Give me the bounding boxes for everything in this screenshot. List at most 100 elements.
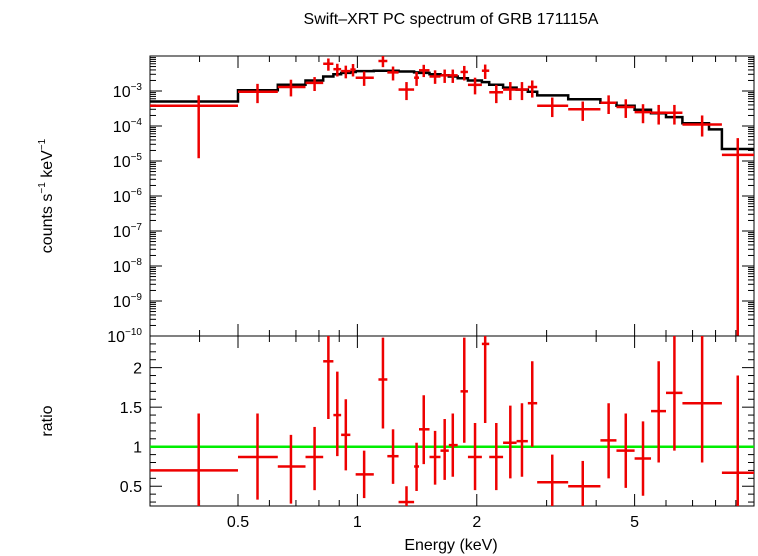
y-tick-label: 10−8 <box>113 257 143 276</box>
ratio-point <box>651 361 667 463</box>
ratio-point <box>616 413 635 488</box>
bottom-panel-frame <box>149 335 755 507</box>
ratio-point <box>527 361 538 447</box>
data-point <box>150 95 238 159</box>
chart-title: Swift–XRT PC spectrum of GRB 171115A <box>304 11 599 28</box>
y-tick-base: 10 <box>113 189 131 206</box>
y-tick-base: 10 <box>113 224 131 241</box>
bottom-panel: 0.5 1 1.5 2 ratio <box>39 335 755 507</box>
data-point <box>537 97 569 118</box>
ratio-point <box>355 450 374 499</box>
x-tick-label: 2 <box>472 514 481 531</box>
data-point <box>378 56 388 68</box>
y-tick-exponent: −7 <box>131 222 143 233</box>
top-y-tick-labels: 10−310−410−510−610−710−810−910−10 <box>107 82 142 346</box>
y-tick-base: 10 <box>107 329 125 346</box>
ratio-point <box>378 337 388 429</box>
data-point <box>414 71 419 86</box>
y-tick-exponent: −8 <box>131 257 143 268</box>
data-point <box>350 64 356 77</box>
data-point <box>467 77 482 95</box>
x-axis-label: Energy (keV) <box>404 537 497 554</box>
top-panel: 10−310−410−510−610−710−810−910−10 counts… <box>37 55 755 346</box>
ratio-point <box>460 337 468 443</box>
ratio-point <box>721 375 754 506</box>
ratio-point <box>666 336 683 451</box>
ratio-point <box>440 419 449 480</box>
y-tick-label: 1.5 <box>120 400 142 417</box>
ratio-point <box>333 371 342 457</box>
x-tick-labels: 0.5 1 2 5 <box>227 514 639 531</box>
bottom-y-tick-labels: 0.5 1 1.5 2 <box>120 361 142 497</box>
y-tick-exponent: −4 <box>131 117 143 128</box>
ratio-point <box>448 413 458 477</box>
ratio-point <box>387 429 399 484</box>
ratio-point <box>150 413 238 506</box>
data-point <box>651 104 667 125</box>
ratio-point <box>305 426 324 491</box>
data-point <box>237 83 278 104</box>
data-point <box>418 64 430 78</box>
y-tick-label: 10−10 <box>107 327 142 346</box>
data-point <box>516 82 528 101</box>
y-tick-label: 10−3 <box>113 82 143 101</box>
ratio-point <box>503 405 517 479</box>
ratio-point <box>516 403 528 477</box>
data-point <box>666 104 683 125</box>
data-point <box>398 82 415 101</box>
y-tick-base: 10 <box>113 294 131 311</box>
ratio-point <box>568 460 601 506</box>
y-tick-label: 1 <box>133 440 142 457</box>
y-tick-base: 10 <box>113 154 131 171</box>
ratio-point <box>429 430 441 485</box>
ratio-point <box>418 395 430 465</box>
ratio-point <box>398 486 415 506</box>
y-tick-label: 10−5 <box>113 152 143 171</box>
data-point <box>277 79 306 97</box>
data-point <box>355 71 374 86</box>
data-point <box>341 65 351 79</box>
ratio-point <box>600 403 617 479</box>
y-tick-exponent: −10 <box>125 327 142 338</box>
data-point <box>600 95 617 115</box>
data-point <box>527 80 538 98</box>
ratio-point <box>481 336 490 423</box>
y-tick-label: 10−4 <box>113 117 143 136</box>
y-tick-exponent: −3 <box>131 82 143 93</box>
data-point <box>323 58 334 71</box>
top-panel-frame <box>149 55 755 337</box>
data-point <box>489 84 504 104</box>
ratio-point <box>489 422 504 491</box>
data-point <box>460 65 468 81</box>
model-curve <box>150 69 754 151</box>
data-point <box>429 70 441 84</box>
y-tick-label: 10−6 <box>113 187 143 206</box>
y-tick-exponent: −5 <box>131 152 143 163</box>
y-tick-label: 0.5 <box>120 479 142 496</box>
ratio-point <box>467 422 482 491</box>
data-point <box>682 115 722 137</box>
data-points <box>150 56 754 336</box>
data-point <box>503 82 517 101</box>
ratio-point <box>323 336 334 420</box>
bottom-panel-ticks <box>149 335 755 506</box>
model-step-line <box>150 69 754 151</box>
data-point <box>568 101 601 121</box>
data-point <box>305 77 324 91</box>
x-tick-label: 5 <box>630 514 639 531</box>
ratio-point <box>414 442 419 491</box>
data-point <box>634 104 652 124</box>
bottom-y-axis-label: ratio <box>39 405 56 436</box>
y-tick-base: 10 <box>113 119 131 136</box>
ratio-point <box>634 421 652 496</box>
x-tick-label: 0.5 <box>227 514 249 531</box>
data-point <box>481 64 490 80</box>
y-tick-label: 2 <box>133 361 142 378</box>
ratio-point <box>341 399 351 471</box>
data-point <box>721 138 754 336</box>
y-tick-exponent: −6 <box>131 187 143 198</box>
ratio-point <box>682 336 722 463</box>
data-point <box>333 63 342 77</box>
ratio-points <box>150 336 754 506</box>
